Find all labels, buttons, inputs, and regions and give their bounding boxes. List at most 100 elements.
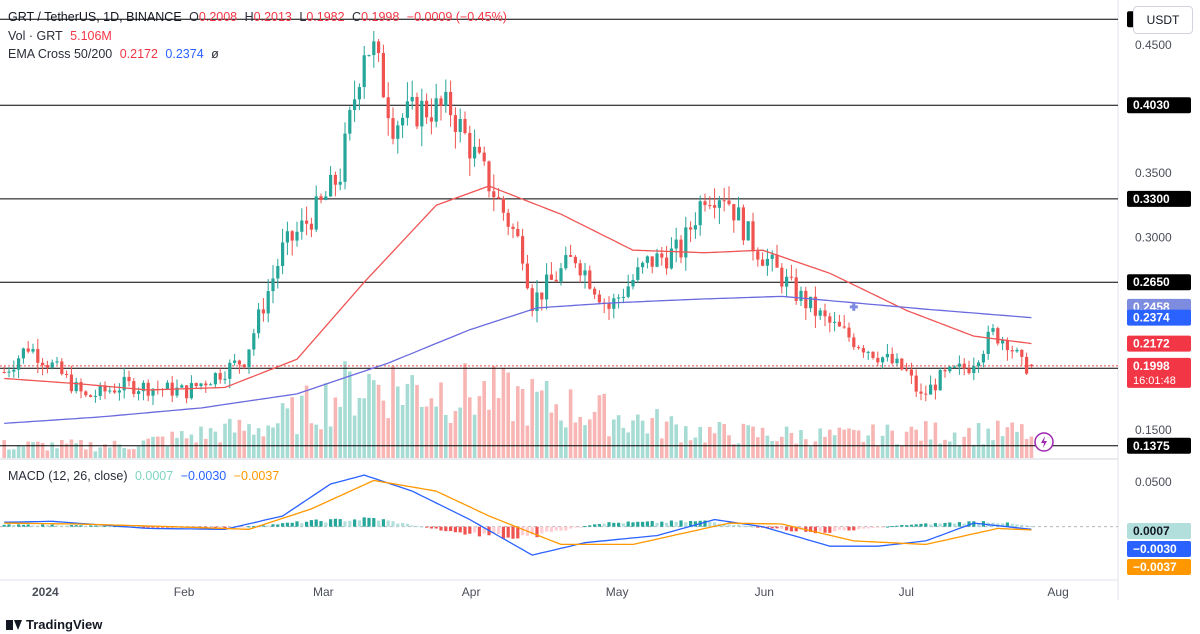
macd-histogram-bar — [977, 523, 981, 527]
candle-body — [919, 391, 923, 394]
volume-bar — [184, 438, 189, 458]
volume-bar — [228, 418, 232, 458]
tradingview-logo[interactable]: TradingView — [6, 617, 102, 632]
macd-histogram-bar — [554, 526, 558, 531]
volume-bar — [559, 420, 563, 458]
macd-histogram-bar — [108, 525, 112, 527]
candle-body — [689, 227, 693, 230]
candle-body — [765, 258, 769, 266]
candle-body — [698, 201, 702, 226]
macd-histogram-bar — [905, 525, 909, 527]
time-tick-label: Jul — [899, 585, 914, 599]
level-price-label: 0.2650 — [1133, 275, 1170, 289]
candle-body — [213, 373, 217, 385]
candle-body — [703, 201, 707, 206]
macd-histogram-bar — [828, 526, 832, 533]
candle-body — [617, 297, 621, 299]
candle-body — [108, 390, 112, 392]
volume-bar — [736, 443, 741, 458]
macd-histogram-bar — [545, 526, 549, 532]
volume-bar — [818, 428, 822, 458]
volume-bar — [319, 429, 323, 458]
candle-body — [525, 263, 529, 289]
candle-body — [74, 382, 78, 392]
candle-body — [185, 385, 189, 399]
time-tick-label: Apr — [462, 585, 481, 599]
volume-bar — [21, 446, 26, 458]
candle-body — [866, 351, 870, 353]
ema-legend[interactable]: EMA Cross 50/200 0.2172 0.2374 ø — [8, 47, 219, 61]
candle-body — [583, 270, 587, 276]
candle-body — [26, 348, 30, 352]
macd-histogram-bar — [794, 526, 798, 532]
volume-bar — [688, 440, 693, 458]
candle-body — [847, 327, 851, 338]
volume-bar — [415, 384, 419, 458]
macd-histogram-bar — [1001, 523, 1005, 527]
macd-histogram-bar — [818, 526, 822, 532]
volume-bar — [765, 435, 770, 458]
candle-body — [549, 274, 553, 280]
volume-bar — [386, 418, 390, 458]
level-price-tag — [1127, 190, 1191, 207]
volume-bar — [208, 428, 213, 458]
macd-histogram-bar — [333, 518, 337, 527]
macd-histogram-bar — [833, 526, 837, 532]
volume-bar — [808, 446, 813, 458]
macd-histogram-bar — [583, 526, 587, 528]
macd-histogram-bar — [209, 526, 213, 528]
last-price-tag — [1127, 357, 1191, 388]
ema-extra-icon[interactable]: ø — [211, 47, 219, 61]
volume-bar — [693, 437, 698, 458]
candle-body — [717, 200, 721, 208]
macd-histogram-bar — [751, 526, 755, 528]
volume-bar — [568, 389, 573, 458]
macd-histogram-bar — [420, 526, 424, 528]
macd-histogram-bar — [295, 521, 299, 527]
volume-bar — [520, 388, 525, 458]
volume-bar — [588, 419, 592, 458]
macd-histogram-bar — [449, 526, 453, 532]
symbol-title[interactable]: GRT / TetherUS, 1D, BINANCE — [8, 10, 182, 24]
candle-body — [17, 358, 21, 370]
time-tick-label: 2024 — [32, 585, 59, 599]
macd-line-value: −0.0030 — [180, 469, 227, 483]
candle-body — [396, 125, 400, 139]
macd-histogram-bar — [477, 526, 481, 537]
macd-histogram-bar — [2, 524, 6, 527]
symbol-legend: GRT / TetherUS, 1D, BINANCE O0.2008 H0.2… — [8, 10, 507, 24]
volume-bar — [218, 442, 222, 458]
candle-body — [372, 41, 376, 56]
currency-button[interactable]: USDT — [1133, 6, 1193, 34]
macd-histogram-bar — [161, 526, 165, 528]
macd-histogram-bar — [1010, 523, 1014, 527]
macd-histogram-bar — [290, 522, 294, 527]
volume-legend[interactable]: Vol · GRT 5.106M — [8, 29, 112, 43]
volume-bar — [199, 426, 203, 458]
candle-body — [905, 369, 909, 371]
volume-bar — [463, 363, 467, 458]
macd-histogram-bar — [36, 525, 40, 527]
macd-signal-line — [4, 479, 1032, 546]
candle-body — [506, 212, 510, 227]
volume-bar — [247, 424, 251, 458]
macd-histogram-bar — [381, 519, 385, 527]
volume-bar — [976, 423, 981, 458]
macd-histogram-bar — [410, 525, 414, 527]
volume-bar — [530, 379, 534, 458]
macd-histogram-bar — [972, 521, 976, 527]
macd-histogram-bar — [962, 523, 966, 527]
macd-histogram-bar — [521, 526, 525, 536]
volume-bar — [242, 430, 246, 458]
macd-histogram-bar — [247, 526, 251, 528]
volume-bar — [578, 417, 582, 458]
candle-body — [501, 198, 505, 213]
macd-histogram-bar — [636, 521, 640, 527]
macd-legend[interactable]: MACD (12, 26, close) 0.0007 −0.0030 −0.0… — [8, 469, 280, 483]
macd-histogram-bar — [45, 525, 49, 527]
candle-body — [545, 274, 549, 300]
volume-bar — [482, 380, 486, 458]
time-tick-label: Jun — [755, 585, 774, 599]
macd-histogram-bar — [933, 523, 937, 527]
